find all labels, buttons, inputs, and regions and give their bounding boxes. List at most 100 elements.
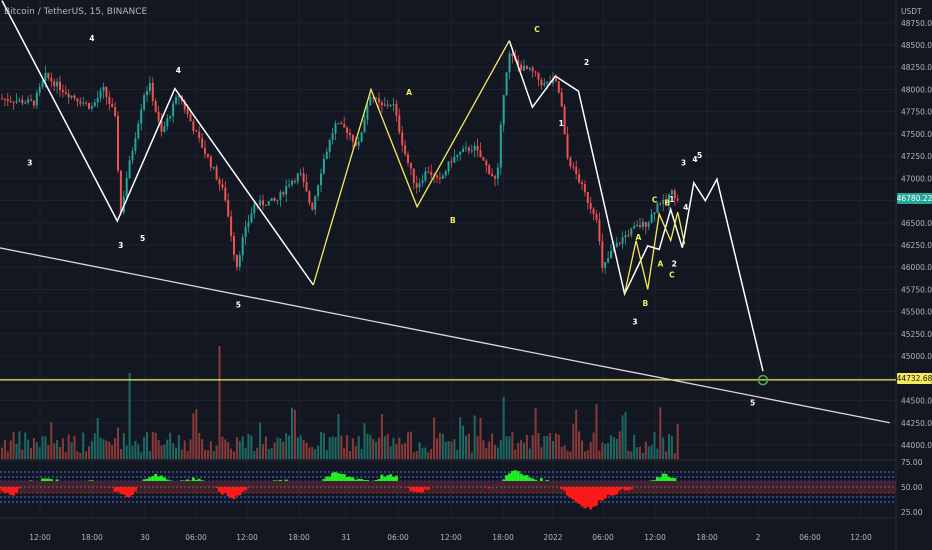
candle	[633, 225, 636, 229]
candle	[418, 183, 421, 188]
candle	[227, 200, 230, 217]
time-axis[interactable]: 12:00 18:00 30 06:00 12:00 18:00 31 06:00 12:00 1…	[29, 533, 872, 542]
candle	[314, 196, 317, 210]
osc-bar-down	[220, 487, 224, 495]
osc-bar-up	[363, 480, 366, 481]
volume-bar	[67, 434, 70, 459]
wave-label: A	[657, 260, 663, 269]
candle	[351, 135, 354, 142]
osc-bar-down	[128, 487, 132, 498]
candle	[111, 103, 114, 108]
candle	[293, 180, 296, 182]
candle	[488, 165, 491, 174]
wave-label: 5	[697, 151, 702, 160]
candle	[378, 98, 380, 103]
candle	[38, 86, 41, 93]
time-tick-label: 18:00	[696, 533, 718, 542]
osc-bar-up	[284, 479, 288, 481]
candle	[618, 242, 621, 244]
time-tick-label: 06:00	[592, 533, 614, 542]
volume-bar	[3, 440, 6, 459]
osc-bar-up	[650, 480, 654, 481]
volume-bar	[6, 451, 9, 459]
candle	[259, 200, 262, 206]
candle	[99, 90, 102, 99]
candle	[650, 214, 653, 223]
candle	[299, 173, 302, 175]
candle	[343, 124, 346, 128]
price-tick-label: 44500.00	[901, 397, 932, 406]
osc-bar-up	[46, 478, 50, 481]
candle	[27, 99, 30, 103]
candle	[494, 176, 496, 179]
osc-bar-down	[583, 487, 587, 509]
candle	[337, 122, 340, 124]
volume-bar	[662, 437, 665, 459]
volume-bar	[572, 423, 575, 459]
candle	[64, 91, 67, 94]
volume-bar	[592, 432, 595, 459]
candle	[79, 101, 82, 104]
volume-bar	[508, 436, 511, 459]
candle	[41, 80, 44, 87]
candle	[465, 147, 467, 149]
volume-bar	[494, 444, 496, 459]
candle	[169, 116, 172, 119]
osc-bar-up	[180, 480, 184, 481]
candle	[525, 65, 528, 70]
volume-bar	[604, 443, 607, 459]
candle	[668, 194, 670, 203]
volume-bar	[641, 452, 644, 459]
volume-bar	[105, 440, 108, 459]
osc-bar-down	[568, 487, 572, 498]
volume-bar	[1, 447, 3, 459]
osc-bar-down	[621, 487, 625, 489]
volume-bar	[601, 442, 604, 459]
volume-bar	[41, 436, 44, 459]
volume-bar	[146, 432, 148, 459]
osc-bar-down	[600, 487, 604, 501]
candle	[415, 183, 418, 188]
candle	[659, 203, 662, 205]
osc-bar-up	[374, 480, 378, 481]
candle	[102, 86, 105, 91]
volume-bar	[221, 436, 224, 459]
osc-bar-up	[670, 477, 674, 481]
volume-bar	[540, 447, 543, 459]
yellow-wave-line	[312, 40, 510, 286]
candle	[244, 227, 247, 238]
wave-label: 3	[681, 158, 686, 167]
candle	[291, 180, 293, 185]
osc-bar-up	[386, 475, 390, 481]
wave-label: 1	[559, 119, 564, 128]
osc-bar-up	[331, 472, 335, 481]
candle	[354, 141, 357, 146]
volume-bar	[412, 452, 415, 459]
volume-bar	[444, 441, 447, 459]
candle	[201, 138, 204, 148]
price-tick-label: 45500.00	[901, 308, 932, 317]
volume-bar	[485, 447, 488, 459]
osc-bar-up	[357, 478, 361, 481]
candle	[528, 67, 531, 70]
volume-bar	[378, 437, 380, 459]
volume-bar	[639, 446, 641, 459]
volume-bar	[552, 441, 554, 459]
price-tick-label: 46000.00	[901, 263, 932, 272]
price-tick-label: 48250.00	[901, 63, 932, 72]
time-tick-label: 2	[756, 533, 761, 542]
volume-bar	[253, 450, 256, 459]
candle	[581, 182, 583, 185]
price-axis[interactable]: 48750.00 48500.00 48250.00 48000.00 47750.00…	[901, 19, 932, 517]
candle	[552, 78, 554, 84]
time-tick-label: 2022	[543, 533, 562, 542]
volume-bar	[61, 438, 64, 459]
price-badges: 46780.22 44732.68	[897, 193, 932, 384]
volume-bar	[201, 439, 204, 459]
volume-bar	[47, 445, 50, 459]
candle	[560, 92, 563, 107]
candle	[543, 83, 546, 86]
candle	[444, 171, 447, 176]
